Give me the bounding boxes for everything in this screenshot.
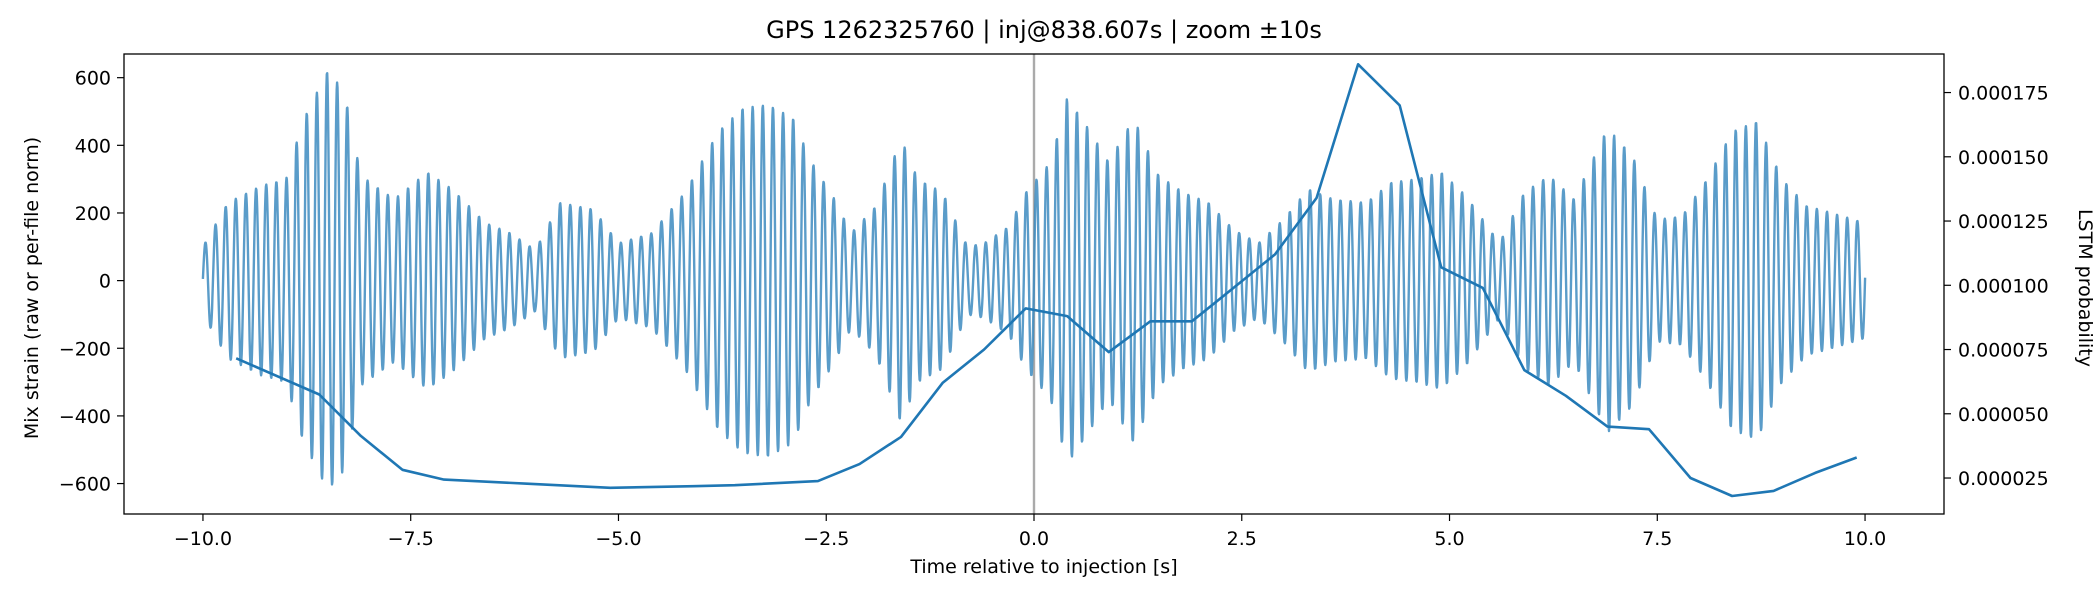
y-tick-label: 0 <box>99 271 111 293</box>
y-right-tick-label: 0.000150 <box>1958 147 2049 169</box>
y-tick-label: −200 <box>59 338 111 360</box>
x-axis: −10.0 −7.5 −5.0 −2.5 0.0 2.5 5.0 7.5 10.0 <box>174 514 1886 550</box>
x-tick-label: 10.0 <box>1844 528 1886 550</box>
y-axis-right-label: LSTM probability <box>2074 209 2096 367</box>
y-tick-label: 200 <box>75 203 111 225</box>
x-tick-label: 0.0 <box>1019 528 1049 550</box>
x-tick-label: 5.0 <box>1434 528 1464 550</box>
x-axis-label: Time relative to injection [s] <box>909 556 1177 578</box>
x-tick-label: −2.5 <box>803 528 849 550</box>
y-axis-label: Mix strain (raw or per-file norm) <box>21 137 43 439</box>
probability-series-line <box>235 63 1858 498</box>
y-right-tick-label: 0.000175 <box>1958 83 2049 105</box>
y-right-tick-label: 0.000025 <box>1958 468 2049 490</box>
chart-title: GPS 1262325760 | inj@838.607s | zoom ±10… <box>766 16 1322 44</box>
x-tick-label: −10.0 <box>174 528 232 550</box>
y-right-tick-label: 0.000075 <box>1958 340 2049 362</box>
y-tick-label: −600 <box>59 474 111 496</box>
x-tick-label: −5.0 <box>595 528 641 550</box>
x-tick-label: 7.5 <box>1642 528 1672 550</box>
y-right-tick-label: 0.000100 <box>1958 275 2049 297</box>
x-tick-label: 2.5 <box>1227 528 1257 550</box>
y-tick-label: 600 <box>75 68 111 90</box>
strain-series-line <box>201 71 1867 486</box>
y-axis-left: −600 −400 −200 0 200 400 600 <box>59 68 124 496</box>
y-tick-label: 400 <box>75 135 111 157</box>
y-tick-label: −400 <box>59 406 111 428</box>
y-right-tick-label: 0.000125 <box>1958 211 2049 233</box>
x-tick-label: −7.5 <box>388 528 434 550</box>
y-axis-right: 0.000025 0.000050 0.000075 0.000100 0.000125… <box>1944 83 2049 490</box>
y-right-tick-label: 0.000050 <box>1958 404 2049 426</box>
